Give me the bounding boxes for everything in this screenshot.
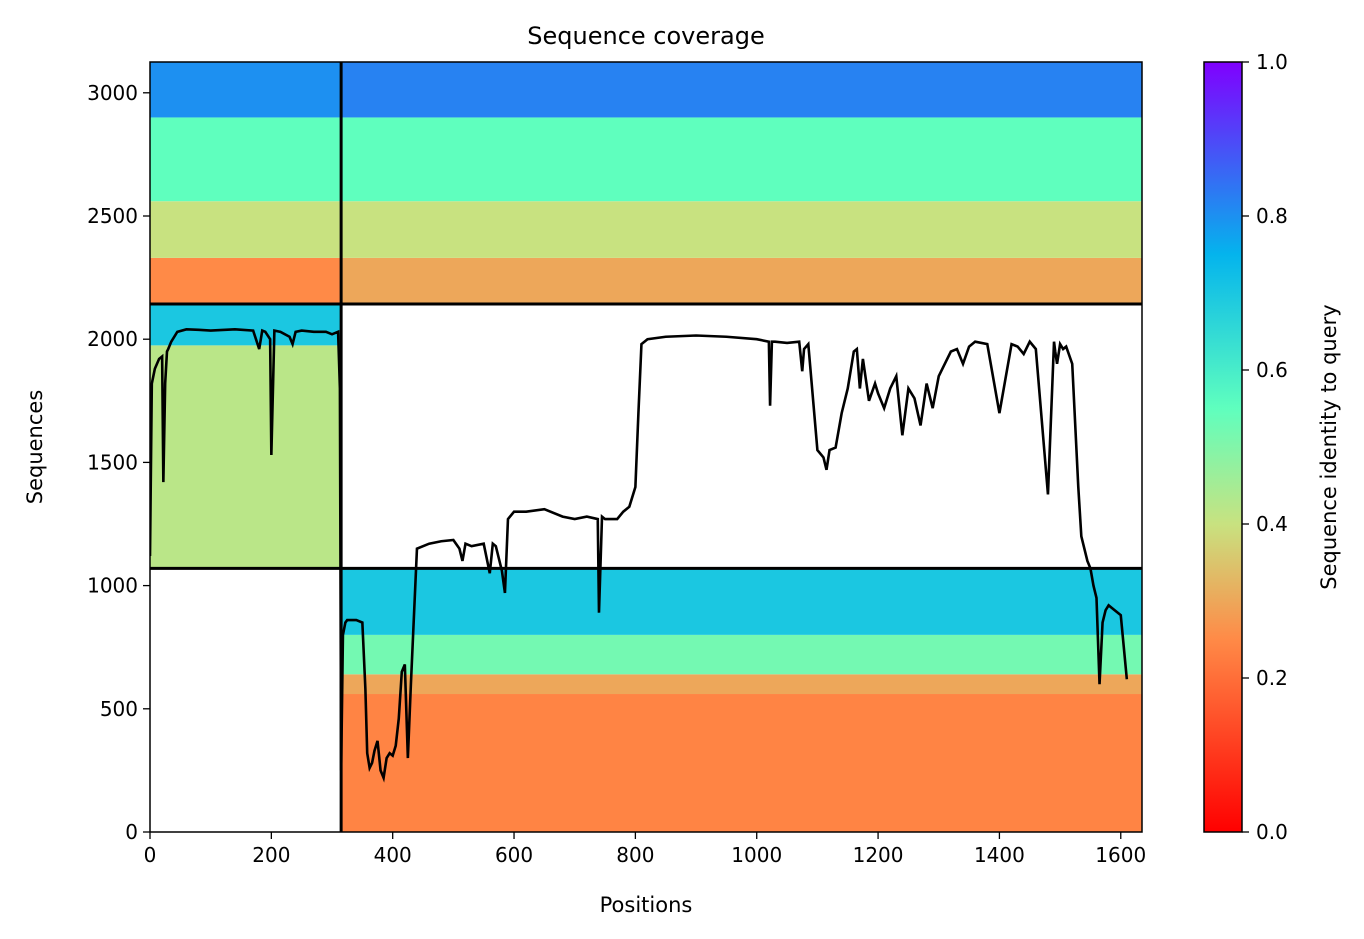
colorbar-label: Sequence identity to query bbox=[1317, 304, 1341, 589]
x-tick-label: 1600 bbox=[1095, 843, 1146, 867]
coverage-band bbox=[150, 303, 342, 346]
y-tick-label: 2500 bbox=[87, 204, 138, 228]
x-tick-label: 1000 bbox=[731, 843, 782, 867]
coverage-band bbox=[341, 117, 1142, 202]
y-tick-label: 500 bbox=[100, 697, 138, 721]
coverage-band bbox=[150, 62, 342, 118]
x-tick-label: 400 bbox=[374, 843, 412, 867]
x-tick-label: 200 bbox=[252, 843, 290, 867]
x-tick-label: 1400 bbox=[974, 843, 1025, 867]
coverage-band bbox=[341, 201, 1142, 258]
y-tick-label: 1000 bbox=[87, 574, 138, 598]
colorbar-tick-label: 0.0 bbox=[1256, 820, 1288, 844]
coverage-band bbox=[150, 201, 342, 258]
y-axis-ticks: 0 500 1000 1500 2000 2500 3000 bbox=[87, 81, 150, 844]
y-axis-label: Sequences bbox=[23, 390, 47, 505]
x-tick-label: 600 bbox=[495, 843, 533, 867]
y-tick-label: 0 bbox=[125, 820, 138, 844]
coverage-band bbox=[341, 257, 1142, 304]
coverage-band bbox=[341, 694, 1142, 832]
plot-frame bbox=[149, 61, 1143, 833]
plot-area bbox=[150, 62, 1142, 832]
coverage-band bbox=[341, 634, 1142, 675]
colorbar-tick-label: 0.4 bbox=[1256, 512, 1288, 536]
coverage-line bbox=[150, 328, 1129, 783]
x-axis-label: Positions bbox=[600, 893, 693, 917]
x-tick-label: 0 bbox=[144, 843, 157, 867]
coverage-band bbox=[150, 345, 342, 569]
coverage-band bbox=[341, 674, 1142, 695]
colorbar bbox=[1203, 61, 1243, 833]
chart-title: Sequence coverage bbox=[527, 22, 764, 50]
x-tick-label: 1200 bbox=[853, 843, 904, 867]
coverage-band bbox=[341, 568, 1142, 635]
y-tick-label: 2000 bbox=[87, 327, 138, 351]
coverage-band bbox=[341, 62, 1142, 118]
x-axis-ticks: 0 200 400 600 800 1000 1200 1400 1600 bbox=[144, 832, 1146, 867]
colorbar-tick-label: 1.0 bbox=[1256, 50, 1288, 74]
x-tick-label: 800 bbox=[616, 843, 654, 867]
y-tick-label: 3000 bbox=[87, 81, 138, 105]
colorbar-ticks: 0.0 0.2 0.4 0.6 0.8 1.0 bbox=[1242, 50, 1288, 844]
coverage-band bbox=[150, 117, 342, 202]
colorbar-tick-label: 0.6 bbox=[1256, 358, 1288, 382]
colorbar-tick-label: 0.2 bbox=[1256, 666, 1288, 690]
y-tick-label: 1500 bbox=[87, 450, 138, 474]
coverage-band bbox=[150, 257, 342, 304]
colorbar-tick-label: 0.8 bbox=[1256, 204, 1288, 228]
